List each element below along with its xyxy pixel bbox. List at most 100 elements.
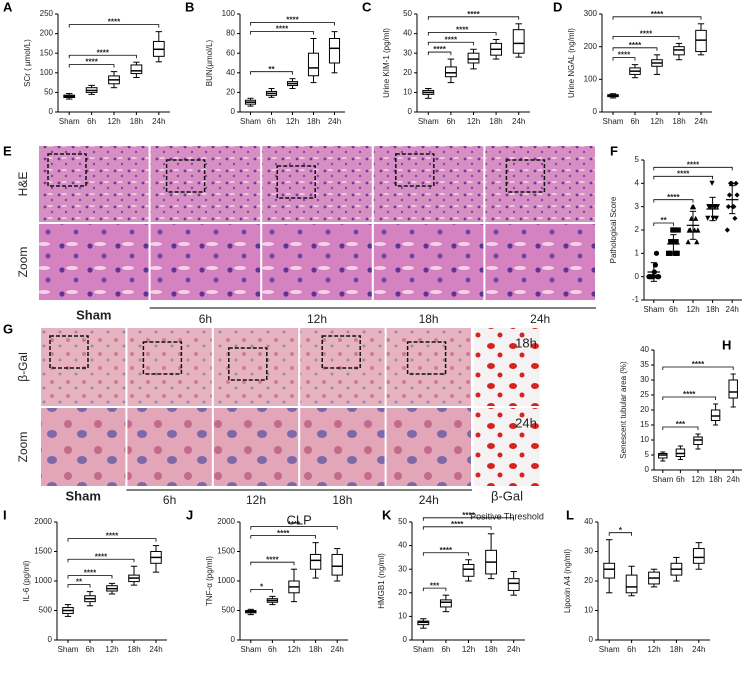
y-axis-label: BUN(μmol/L) [205,39,214,86]
x-tick-label: 6h [676,475,685,484]
y-tick-label: 30 [403,48,412,57]
box [728,379,738,399]
x-tick-label: 6h [267,117,276,126]
y-tick-label: 300 [584,9,598,18]
significance-bracket [422,552,469,556]
box [439,599,452,608]
y-tick-label: 0 [403,635,408,644]
significance-label: ** [268,65,275,74]
micrograph [386,408,471,486]
significance-bracket [653,175,713,180]
significance-label: **** [467,10,480,19]
y-tick-label: 50 [44,88,53,97]
panel-letter: J [186,507,193,522]
micrograph [262,224,372,300]
x-tick-label: 18h [672,117,685,126]
x-tick-label: 24h [727,475,740,484]
column-label: Sham [65,488,100,503]
significance-label: **** [640,30,653,39]
data-point [694,239,700,245]
y-tick-label: 2000 [217,517,235,526]
box [130,64,143,75]
significance-label: **** [276,25,289,34]
y-tick-label: 30 [640,375,649,384]
panel-letter: C [362,0,372,14]
x-tick-label: 18h [307,117,320,126]
threshold-label: 24h [515,415,537,430]
panel-letter: I [3,507,7,522]
x-tick-label: 12h [105,645,118,654]
y-tick-label: 500 [39,606,53,615]
significance-label: *** [676,420,686,429]
data-point [653,250,660,256]
threshold-image [474,328,540,406]
threshold-caption: Positive Threshold [470,511,544,521]
data-point [674,250,680,256]
y-tick-label: -1 [632,295,640,304]
x-tick-label: 18h [670,645,683,654]
data-point [726,192,733,198]
x-tick-label: Sham [59,117,80,126]
x-tick-label: Sham [599,645,620,654]
y-tick-label: 10 [403,88,412,97]
box [692,548,705,564]
data-point [650,274,656,280]
significance-bracket [662,426,699,430]
box [444,66,457,78]
x-tick-label: 12h [686,305,699,314]
data-point [671,227,677,233]
panel-letter: K [382,507,392,522]
significance-label: **** [266,555,279,564]
micrograph [39,224,149,300]
significance-label: **** [288,520,301,529]
significance-bracket [662,366,734,370]
y-tick-label: 50 [398,517,407,526]
x-tick-label: 24h [694,117,707,126]
y-tick-label: 40 [398,541,407,550]
box [673,46,685,56]
x-tick-label: Sham [643,305,664,314]
row-label: Zoom [16,432,30,463]
significance-label: ** [76,578,83,587]
micrograph [150,224,261,300]
y-tick-label: 100 [40,68,54,77]
significance-label: ** [660,216,667,225]
significance-bracket [662,396,716,400]
micrograph [213,328,299,406]
micrograph [41,328,126,406]
significance-bracket [422,517,515,521]
x-tick-label: 12h [462,645,475,654]
significance-label: **** [667,193,680,202]
y-axis-label: Urine KIM-1 (pg/ml) [382,28,391,98]
y-tick-label: 4 [635,178,640,187]
zoom-region [395,153,435,187]
y-tick-label: 5 [635,155,640,164]
significance-bracket [422,526,492,530]
micrograph [39,146,149,222]
micrograph [485,224,595,300]
y-tick-label: 1500 [34,547,52,556]
significance-bracket [612,36,680,40]
y-tick-label: 10 [398,612,407,621]
x-tick-label: 24h [692,645,705,654]
data-point [713,215,719,221]
data-point [685,239,691,245]
row-label: Zoom [16,247,30,278]
significance-bracket [68,64,115,68]
x-tick-label: 6h [87,117,96,126]
y-tick-label: 40 [584,517,593,526]
significance-label: **** [108,18,121,27]
zoom-region [406,341,447,375]
y-tick-label: 250 [40,9,54,18]
y-tick-label: 40 [226,68,235,77]
y-tick-label: 200 [584,42,598,51]
panel-letter: L [566,507,574,522]
x-tick-label: 6h [627,645,636,654]
x-tick-label: 12h [286,117,299,126]
y-tick-label: 1500 [217,547,235,556]
y-tick-label: 0 [593,107,598,116]
data-point [732,215,738,221]
y-tick-label: 0 [635,272,640,281]
